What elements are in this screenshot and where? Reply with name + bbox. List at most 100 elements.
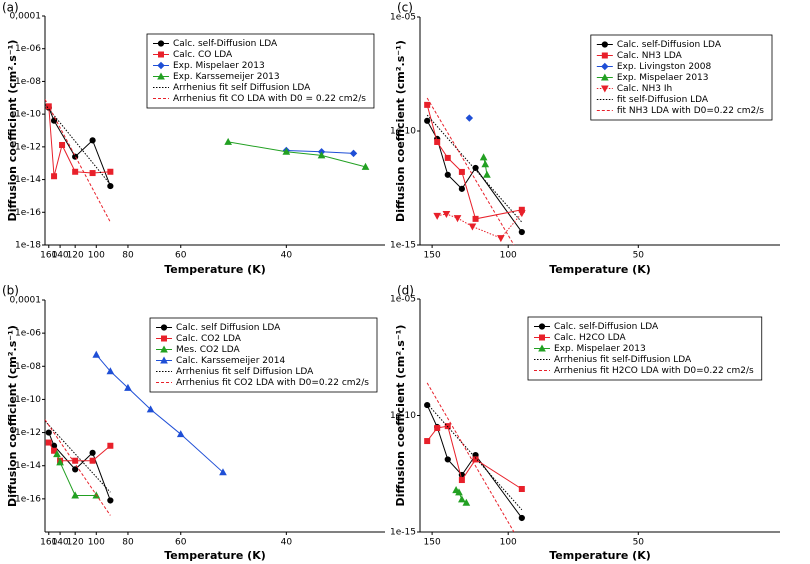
point — [442, 210, 451, 218]
y-tick-label: 1e-06 — [15, 329, 41, 339]
point — [89, 449, 96, 456]
legend-label: Exp. Mispelaer 2013 — [617, 73, 709, 83]
x-tick-label: 140 — [51, 251, 68, 261]
point — [518, 228, 525, 236]
y-tick-label: 1e-10 — [15, 110, 41, 120]
legend-item: Arrhenius fit self Diffusion LDA — [153, 83, 311, 93]
point — [107, 497, 114, 504]
point — [106, 367, 115, 375]
legend-item: Calc. H2CO LDA — [534, 333, 626, 343]
x-tick-label: 100 — [88, 251, 105, 261]
point — [424, 401, 431, 409]
series-line — [45, 99, 111, 223]
point — [107, 442, 114, 449]
panel: (b) Temperature (K) Diffusion coefficient … — [2, 284, 385, 562]
x-tick-label: 150 — [424, 538, 441, 548]
point — [160, 356, 168, 364]
point — [458, 477, 465, 484]
y-axis-title: Diffusion coefficient (cm².s⁻¹) — [6, 325, 19, 507]
point — [157, 61, 165, 70]
panel: (d) Temperature (K) Diffusion coefficient … — [390, 284, 780, 562]
legend-item: Calc. self-Diffusion LDA — [153, 39, 278, 49]
legend-item: Calc. self Diffusion LDA — [156, 323, 281, 333]
point — [72, 466, 79, 473]
point — [424, 101, 431, 108]
legend-item: Calc. Karssemeijer 2014 — [156, 356, 285, 366]
legend-item: Calc. CO LDA — [153, 50, 233, 60]
point — [361, 162, 370, 170]
x-tick-label: 120 — [67, 538, 84, 548]
panel-label: (d) — [397, 284, 414, 298]
legend-label: fit NH3 LDA with D0=0.22 cm2/s — [617, 106, 764, 116]
point — [317, 151, 326, 159]
point — [601, 52, 608, 59]
panel: (a) Temperature (K) Diffusion coefficient … — [2, 1, 385, 276]
point — [433, 212, 442, 220]
series-line — [426, 104, 522, 220]
legend-label: Arrhenius fit self Diffusion LDA — [173, 83, 311, 93]
series-line — [45, 103, 111, 185]
y-tick-label: 1e-08 — [15, 362, 41, 372]
x-tick-label: 150 — [424, 251, 441, 261]
point — [518, 486, 525, 493]
legend-item: Exp. Mispelaer 2013 — [596, 73, 709, 83]
point — [45, 429, 52, 436]
legend-label: Calc. self-Diffusion LDA — [617, 40, 722, 50]
point — [89, 137, 96, 144]
panel: (c) Temperature (K) Diffusion coefficient … — [390, 1, 780, 276]
legend-item: Arrhenius fit self Diffusion LDA — [156, 367, 314, 377]
point — [157, 40, 165, 47]
point — [497, 235, 505, 243]
point — [479, 153, 488, 161]
y-tick-label: 1e-15 — [390, 528, 416, 538]
series-line — [426, 404, 523, 519]
point — [517, 210, 526, 218]
legend-item: Arrhenius fit CO2 LDA with D0=0.22 cm2/s — [156, 378, 369, 388]
point — [224, 137, 233, 145]
y-tick-label: 1e-05 — [390, 13, 416, 23]
point — [349, 149, 358, 158]
point — [71, 491, 80, 499]
series-line — [426, 403, 523, 511]
point — [483, 170, 491, 178]
legend-item: Arrhenius fit CO LDA with D0 = 0.22 cm2/… — [153, 94, 366, 104]
point — [472, 456, 479, 463]
point — [458, 185, 465, 192]
legend-label: Mes. CO2 LDA — [176, 345, 240, 355]
point — [158, 51, 164, 58]
point — [124, 383, 132, 391]
point — [472, 215, 479, 222]
x-tick-label: 100 — [500, 538, 517, 548]
panel-label: (a) — [2, 1, 19, 15]
y-tick-label: 1e-15 — [390, 241, 416, 251]
x-tick-label: 80 — [122, 538, 134, 548]
point — [518, 514, 525, 522]
plot-area — [45, 99, 370, 223]
series-line — [48, 432, 111, 501]
point — [458, 495, 466, 503]
series-line — [95, 354, 224, 473]
legend-label: fit self-Diffusion LDA — [617, 95, 709, 105]
point — [424, 438, 431, 445]
legend-label: Exp. Mispelaer 2013 — [554, 344, 646, 354]
point — [539, 334, 545, 341]
legend-label: Arrhenius fit CO LDA with D0 = 0.22 cm2/… — [173, 94, 366, 104]
series-line — [56, 453, 97, 496]
series-line — [228, 141, 366, 168]
y-tick-label: 0,0001 — [10, 12, 42, 22]
legend-label: Arrhenius fit H2CO LDA with D0=0.22 cm2/… — [554, 366, 754, 376]
legend-label: Calc. CO LDA — [173, 50, 233, 60]
point — [160, 324, 168, 331]
x-axis-title: Temperature (K) — [549, 549, 651, 562]
point — [538, 323, 546, 330]
x-axis-title: Temperature (K) — [549, 263, 651, 276]
point — [458, 168, 465, 175]
point — [160, 345, 168, 353]
legend-label: Arrhenius fit self Diffusion LDA — [176, 367, 314, 377]
x-tick-label: 140 — [51, 538, 68, 548]
point — [468, 223, 477, 231]
point — [161, 335, 168, 342]
